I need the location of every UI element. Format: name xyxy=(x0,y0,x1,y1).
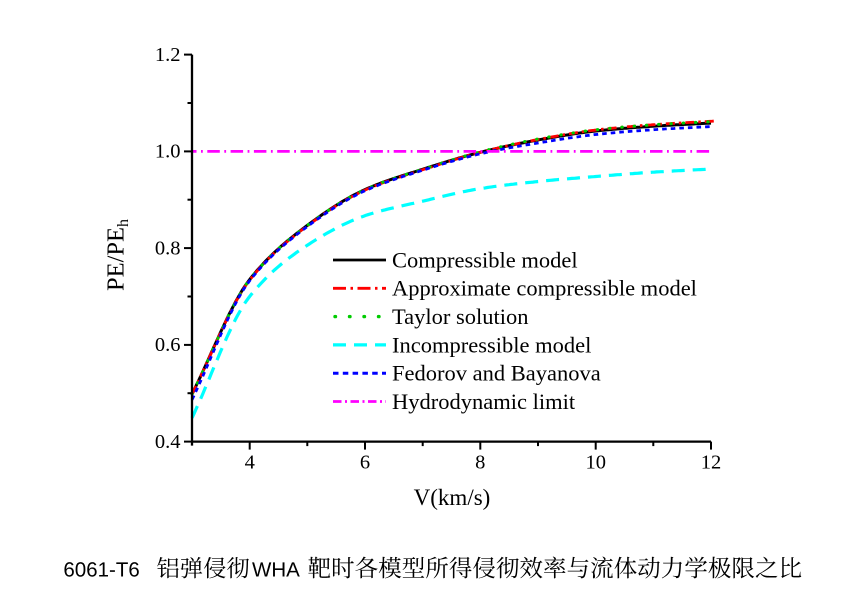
svg-text:12: 12 xyxy=(701,451,722,473)
svg-text:6: 6 xyxy=(360,451,370,473)
svg-text:1.2: 1.2 xyxy=(155,44,181,66)
svg-text:1.0: 1.0 xyxy=(155,141,181,163)
svg-text:10: 10 xyxy=(585,451,606,473)
svg-text:4: 4 xyxy=(245,451,255,473)
svg-text:0.6: 0.6 xyxy=(155,334,181,356)
svg-text:Hydrodynamic limit: Hydrodynamic limit xyxy=(392,389,576,414)
svg-text:V(km/s): V(km/s) xyxy=(414,485,491,510)
svg-text:Taylor solution: Taylor solution xyxy=(392,304,529,329)
svg-text:Fedorov and Bayanova: Fedorov and Bayanova xyxy=(392,361,601,386)
svg-text:8: 8 xyxy=(475,451,485,473)
svg-text:0.8: 0.8 xyxy=(155,237,181,259)
svg-text:0.4: 0.4 xyxy=(155,431,181,453)
svg-text:Compressible model: Compressible model xyxy=(392,247,578,272)
svg-text:PE/PEh: PE/PEh xyxy=(103,219,133,291)
svg-text:Approximate compressible model: Approximate compressible model xyxy=(392,276,697,301)
svg-text:Incompressible model: Incompressible model xyxy=(392,332,591,357)
